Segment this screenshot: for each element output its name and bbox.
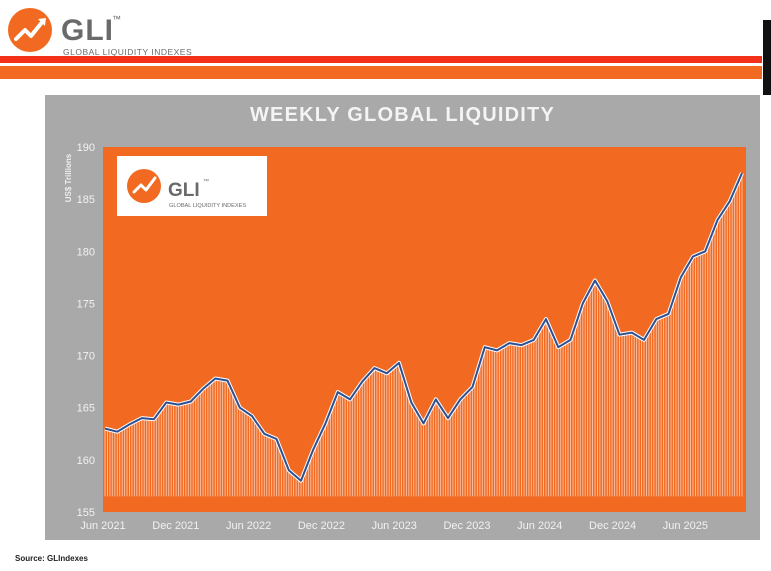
x-tick-label: Dec 2021 <box>152 520 199 532</box>
x-tick-label: Jun 2023 <box>372 520 417 532</box>
x-tick-label: Jun 2024 <box>517 520 562 532</box>
y-axis-label: US$ Trillions <box>64 153 73 202</box>
brand-subtitle: GLOBAL LIQUIDITY INDEXES <box>63 47 193 57</box>
y-axis-ticks: 155 160 165 170 175 180 185 190 <box>77 142 95 519</box>
logo-mark <box>8 8 52 52</box>
y-tick-label: 160 <box>77 455 95 467</box>
y-tick-label: 165 <box>77 403 95 415</box>
inset-brand-name: GLI <box>168 180 200 201</box>
trend-arrow-icon <box>14 18 46 41</box>
inset-brand-subtitle: GLOBAL LIQUIDITY INDEXES <box>169 203 246 209</box>
brand-name: GLI <box>61 14 114 47</box>
inset-brand-trademark: ™ <box>203 178 209 185</box>
y-tick-label: 185 <box>77 194 95 206</box>
x-tick-label: Jun 2021 <box>80 520 125 532</box>
x-tick-label: Dec 2024 <box>589 520 636 532</box>
window-edge <box>763 20 771 95</box>
y-tick-label: 175 <box>77 298 95 310</box>
y-tick-label: 170 <box>77 351 95 363</box>
x-tick-label: Dec 2022 <box>298 520 345 532</box>
brand-trademark: ™ <box>112 14 121 24</box>
chart-title: WEEKLY GLOBAL LIQUIDITY <box>249 104 556 126</box>
y-tick-label: 155 <box>77 507 95 519</box>
x-axis-ticks: Jun 2021 Dec 2021 Jun 2022 Dec 2022 Jun 2023… <box>80 520 708 532</box>
x-tick-label: Dec 2023 <box>443 520 490 532</box>
x-tick-label: Jun 2025 <box>663 520 708 532</box>
source-note: Source: GLIndexes <box>15 554 88 563</box>
area-fill <box>104 173 743 497</box>
header-red-stripe <box>0 56 762 63</box>
inset-logo: GLI ™ GLOBAL LIQUIDITY INDEXES <box>117 156 267 216</box>
header-orange-stripe <box>0 66 762 79</box>
y-tick-label: 190 <box>77 142 95 154</box>
x-tick-label: Jun 2022 <box>226 520 271 532</box>
inset-trend-arrow-icon <box>132 176 157 194</box>
series-line <box>104 172 743 482</box>
y-tick-label: 180 <box>77 246 95 258</box>
